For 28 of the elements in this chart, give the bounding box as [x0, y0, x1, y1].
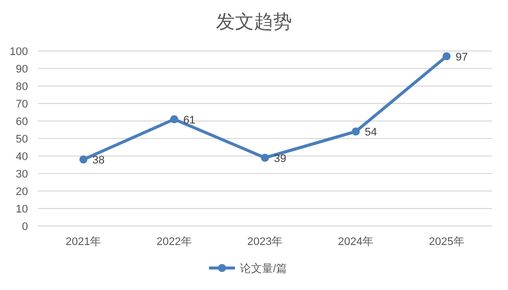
- chart-title: 发文趋势: [216, 12, 292, 33]
- data-label: 54: [364, 126, 378, 138]
- y-tick-label: 30: [16, 168, 28, 180]
- data-label: 97: [456, 51, 468, 64]
- data-label: 39: [274, 152, 286, 165]
- point: [79, 156, 88, 164]
- x-tick-label: 2023年: [247, 236, 283, 248]
- legend-label: 论文量/篇: [240, 262, 288, 275]
- x-tick-label: 2022年: [156, 236, 192, 248]
- x-tick-label: 2024年: [338, 236, 374, 248]
- y-tick-label: 80: [16, 81, 28, 93]
- y-tick-label: 50: [16, 134, 28, 146]
- y-tick-label: 20: [16, 186, 28, 198]
- y-tick-label: 40: [16, 151, 28, 163]
- point: [170, 115, 178, 124]
- y-tick-label: 100: [10, 46, 28, 58]
- x-tick-label: 2021年: [66, 236, 102, 248]
- y-tick-label: 90: [16, 64, 28, 76]
- x-tick-label: 2025年: [428, 236, 464, 248]
- y-tick-label: 70: [16, 98, 28, 110]
- point: [442, 52, 451, 60]
- data-label: 38: [92, 154, 105, 166]
- y-tick-label: 60: [16, 116, 28, 128]
- point: [261, 154, 269, 162]
- y-tick-label: 0: [22, 221, 28, 233]
- data-label: 61: [183, 114, 196, 126]
- point: [352, 128, 360, 136]
- y-tick-label: 10: [16, 204, 28, 216]
